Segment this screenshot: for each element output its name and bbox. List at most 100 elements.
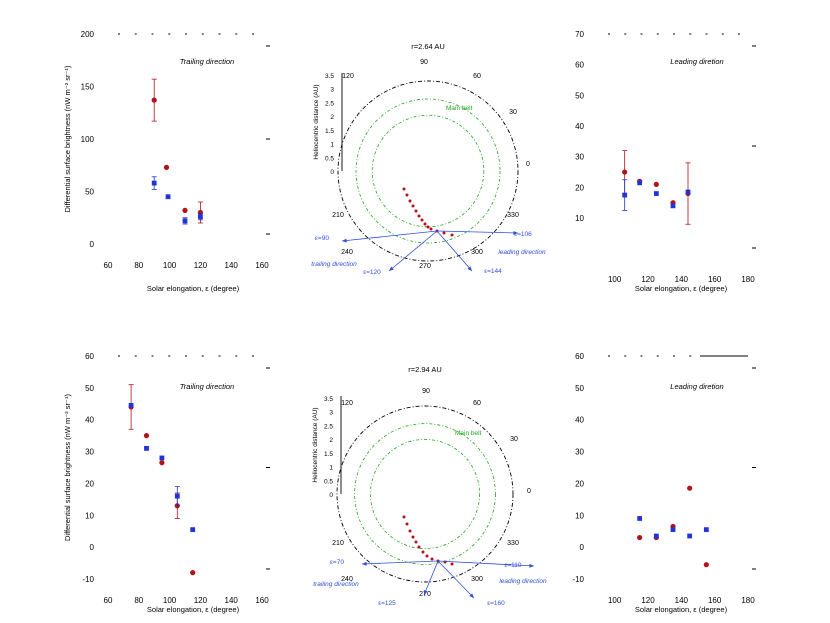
x-tick-label: 120 (641, 275, 655, 284)
data-point-red (159, 460, 165, 466)
x-tick-label: 80 (134, 596, 143, 605)
asteroid-point (420, 218, 424, 222)
data-point-blue (165, 194, 171, 200)
asteroid-point (423, 222, 427, 226)
view-direction-arrow (437, 560, 475, 599)
x-tick-label: 180 (741, 596, 755, 605)
data-point-blue (687, 533, 693, 539)
x-axis-label: Solar elongation, ε (degree) (635, 284, 728, 293)
data-point-red (143, 433, 150, 439)
y-tick-label: 40 (85, 416, 94, 425)
angle-label: 90 (422, 388, 430, 395)
angle-label: 0 (527, 488, 531, 495)
angle-label: 30 (510, 436, 518, 443)
arrow-label: ε=125 (378, 600, 396, 607)
outer-ring (336, 405, 514, 583)
y-tick-label: 30 (85, 448, 94, 457)
panel-leading-bottom: -10 0 10 20 30 40 50 60 100 120 140 160 180 Leading d… (572, 352, 756, 614)
angle-label: 270 (419, 263, 431, 270)
arrow-label: ε=120 (363, 269, 381, 276)
y-tick-label: 20 (85, 479, 94, 488)
y-tick-label: 30 (575, 448, 584, 457)
data-point-blue (182, 218, 188, 224)
main-belt-outer-ring (354, 423, 496, 565)
y-tick-label: 200 (81, 30, 95, 39)
trailing-direction-label: trailing direction (311, 261, 357, 268)
y-axis-label: Differential surface brightness (nW m⁻² … (63, 65, 72, 212)
y-tick-label: 10 (85, 511, 94, 520)
panel-title: r=2.94 AU (408, 365, 442, 374)
angle-label: 0 (526, 161, 530, 168)
main-belt-outer-ring (355, 98, 501, 244)
angle-label: 120 (341, 400, 353, 407)
x-tick-label: 120 (194, 596, 208, 605)
asteroid-point (425, 554, 429, 558)
arrow-label: ε=160 (487, 600, 505, 607)
data-point-blue (653, 191, 659, 196)
arrow-head (469, 593, 474, 598)
arrow-head (467, 266, 472, 271)
arrow-head (342, 238, 347, 243)
arrow-head (389, 266, 394, 271)
angle-label: 330 (507, 540, 519, 547)
x-tick-label: 100 (163, 596, 177, 605)
data-point-red (687, 485, 693, 491)
y-tick-label: 20 (575, 183, 584, 192)
data-point-blue (637, 180, 643, 186)
arrow-head (362, 561, 367, 566)
angle-label: 60 (473, 400, 481, 407)
arrow-head (513, 230, 518, 235)
angle-label: 300 (471, 576, 483, 583)
x-tick-label: 160 (255, 261, 269, 270)
asteroid-point (411, 204, 415, 208)
panel-polar-bottom: 0 0.5 1 1.5 2 2.5 3 3.5 Heliocentric distance (A… (312, 365, 547, 607)
leading-direction-label: leading direction (498, 249, 546, 256)
y-axis-label: Differential surface brightness (nW m⁻² … (63, 394, 72, 541)
radial-tick-label: 2 (329, 437, 333, 444)
data-point-blue (144, 445, 149, 451)
view-direction-arrow (423, 560, 439, 596)
x-axis-label: Solar elongation, ε (degree) (147, 284, 240, 293)
radial-tick-label: 3 (329, 410, 333, 417)
data-point-blue (190, 527, 196, 533)
angle-label: 120 (342, 73, 354, 80)
asteroid-point (421, 550, 425, 554)
asteroid-point (408, 529, 412, 533)
x-tick-label: 120 (641, 596, 655, 605)
radial-tick-label: 1.5 (324, 451, 333, 458)
x-tick-label: 140 (225, 261, 239, 270)
asteroid-point (430, 557, 434, 561)
asteroid-point (408, 199, 412, 203)
y-tick-label: 0 (90, 240, 95, 249)
data-point-blue (670, 527, 676, 533)
data-point-red (163, 164, 170, 170)
asteroid-point (414, 209, 418, 213)
x-tick-label: 180 (741, 275, 755, 284)
data-point-red (190, 570, 196, 576)
asteroid-point (402, 515, 406, 519)
y-tick-label: 10 (575, 214, 584, 223)
data-point-blue (685, 189, 691, 195)
data-point-red (622, 169, 628, 175)
x-tick-label: 120 (194, 261, 208, 270)
panel-trailing-bottom: -10 0 10 20 30 40 50 60 60 80 100 120 140 160 Trailing… (63, 352, 270, 614)
x-tick-label: 140 (675, 596, 689, 605)
asteroid-point (414, 540, 418, 544)
y-tick-label: 150 (81, 83, 95, 92)
y-tick-label: -10 (82, 575, 94, 584)
x-axis-label: Solar elongation, ε (degree) (147, 605, 240, 614)
x-tick-label: 100 (163, 261, 177, 270)
asteroid-point (450, 233, 454, 237)
y-tick-label: 60 (575, 61, 584, 70)
data-point-blue (670, 203, 676, 209)
view-direction-arrow (341, 230, 438, 242)
angle-label: 270 (419, 591, 431, 598)
data-point-blue (151, 180, 157, 186)
radial-tick-label: 1 (330, 142, 334, 149)
main-belt-label: Main belt (446, 105, 473, 112)
panel-leading-top: 10 20 30 40 50 60 70 100 120 140 160 180 Leading dir… (575, 30, 756, 293)
x-tick-label: 140 (675, 275, 689, 284)
arrow-label: ε=106 (514, 231, 532, 238)
y-tick-label: 30 (575, 153, 584, 162)
